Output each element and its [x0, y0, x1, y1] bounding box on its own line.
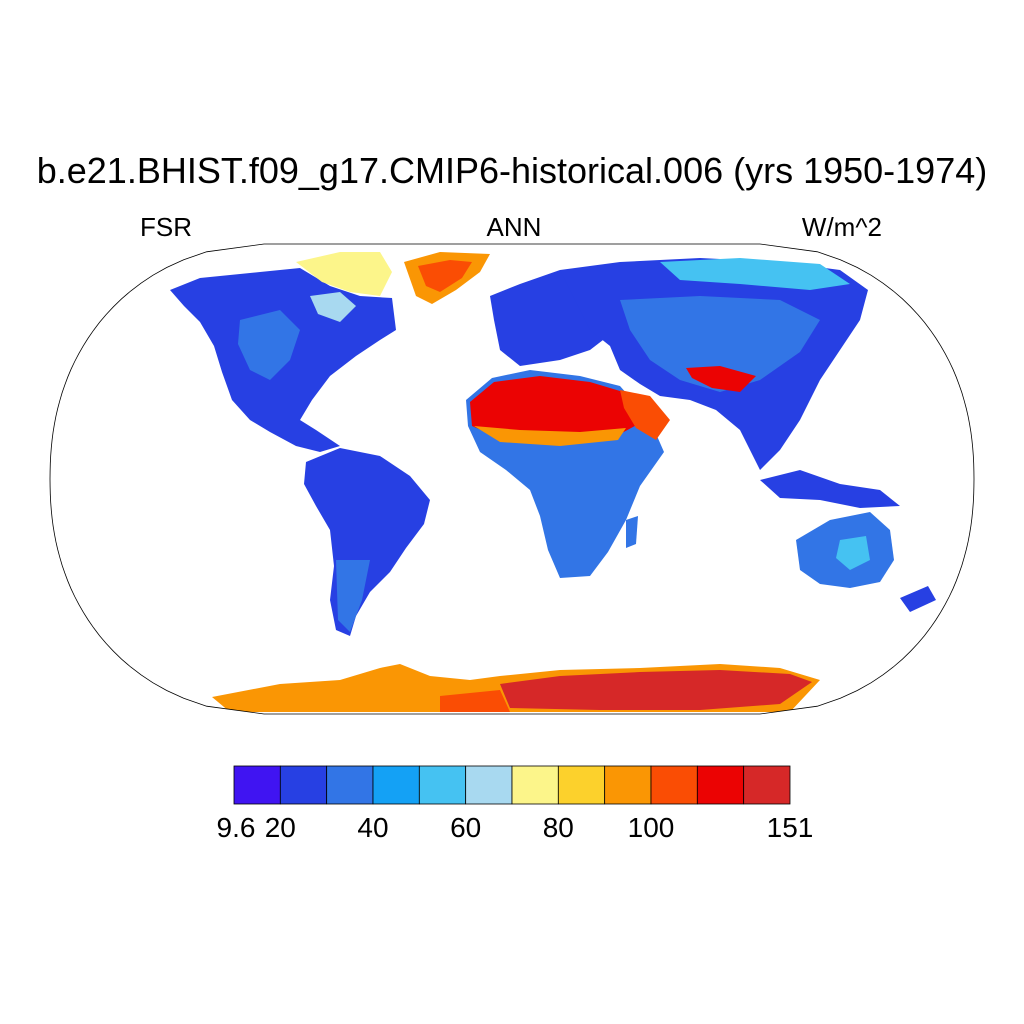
colorbar-box — [279, 765, 328, 805]
antarctica-edge — [440, 690, 510, 712]
colorbar-tick-label: 80 — [542, 812, 574, 843]
colorbar-tick-label: 40 — [357, 812, 389, 843]
colorbar-box — [696, 765, 745, 805]
greenland-core — [418, 260, 472, 292]
season-label: ANN — [486, 212, 542, 242]
south-america — [304, 448, 430, 636]
colorbar-tick-label: 100 — [627, 812, 675, 843]
globe-outline — [49, 243, 975, 715]
siberia-edge — [660, 258, 850, 290]
tibetan-plateau — [686, 366, 756, 392]
sahara-desert — [470, 376, 646, 438]
colorbar-box — [557, 765, 606, 805]
colorbar-tick-label: 151 — [766, 812, 814, 843]
units-label: W/m^2 — [801, 212, 882, 242]
new-zealand — [900, 586, 936, 612]
colorbar-tick-label: 9.6 — [216, 812, 256, 843]
asia-interior — [620, 296, 820, 392]
colorbar-box — [233, 765, 281, 805]
antarctica-core — [500, 670, 812, 710]
madagascar — [626, 516, 638, 548]
variable-label: FSR — [140, 212, 192, 242]
australia-center — [836, 536, 870, 570]
colorbar-box — [418, 765, 467, 805]
map-title: b.e21.BHIST.f09_g17.CMIP6-historical.006… — [36, 150, 988, 191]
south-america-south — [336, 560, 370, 632]
colorbar-box — [326, 765, 374, 805]
arabian-desert — [620, 390, 670, 440]
colorbar-tick-label: 20 — [264, 812, 296, 843]
map-fields — [170, 252, 936, 712]
colorbar-box — [372, 765, 420, 805]
colorbar-box — [511, 765, 559, 805]
hudson-region — [310, 292, 356, 322]
canadian-arctic — [296, 252, 392, 296]
colorbar-tick-label: 60 — [450, 812, 482, 843]
colorbar-box — [650, 765, 698, 805]
colorbar-box — [465, 765, 513, 805]
colorbar-box — [604, 765, 652, 805]
colorbar-box — [743, 765, 791, 805]
indonesia — [760, 470, 900, 508]
sahara-edge — [474, 426, 626, 446]
north-america-interior — [238, 310, 300, 380]
